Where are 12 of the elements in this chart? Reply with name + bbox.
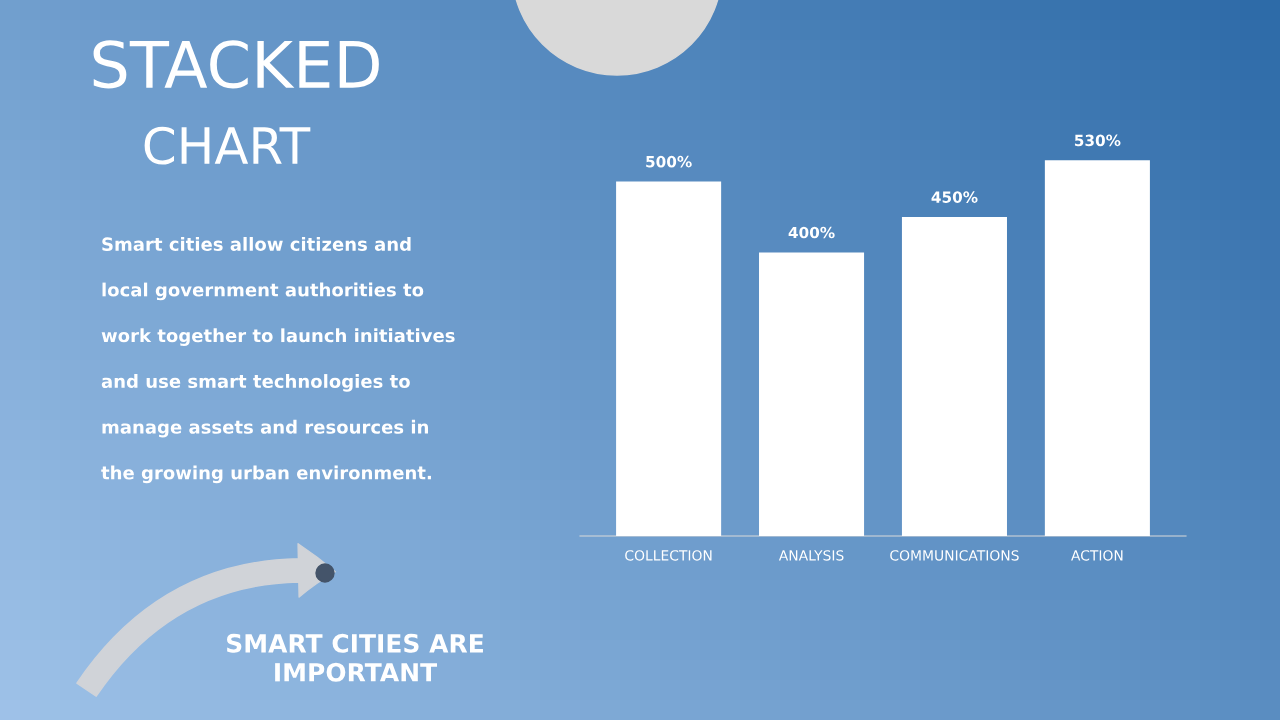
- chart-subtitle: CHART: [144, 126, 311, 165]
- text: SMART CITIES ARE IMPORTANT: [227, 633, 483, 682]
- data-label: 530%: [1074, 134, 1121, 147]
- chart-title: STACKED: [93, 40, 379, 89]
- text: Smart cities allow citizens and local government authorities to work together to launch initiatives and use smart technologies to manage assets and resources in the growing urban environment.: [101, 237, 455, 484]
- x-tick-label: COMMUNICATIONS: [890, 550, 1019, 561]
- x-tick-label: COLLECTION: [625, 550, 712, 561]
- x-tick-label: ANALYSIS: [778, 550, 844, 561]
- data-label: 450%: [931, 191, 978, 203]
- data-label: 500%: [646, 155, 692, 168]
- data-label: 400%: [788, 226, 835, 239]
- x-tick-label: ACTION: [1071, 550, 1123, 561]
